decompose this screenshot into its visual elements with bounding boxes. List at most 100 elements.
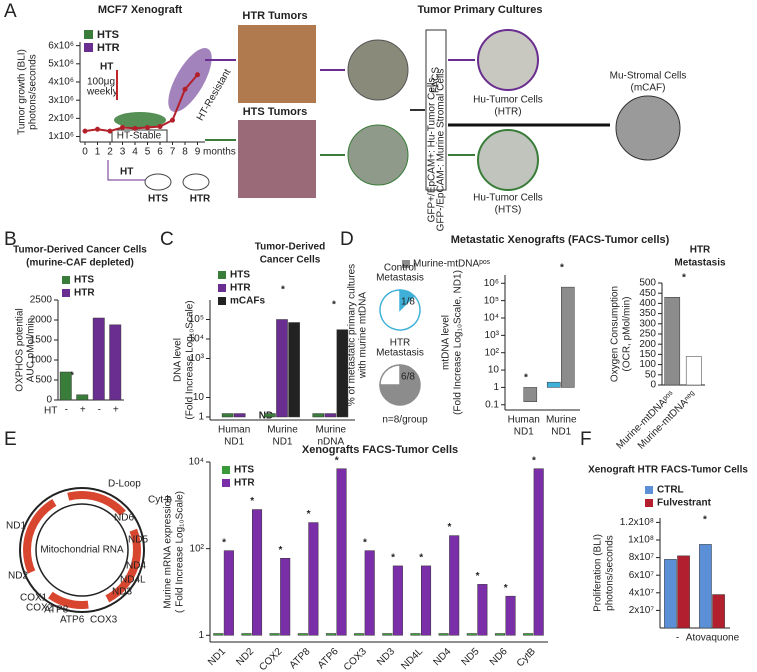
label: HT <box>100 62 113 73</box>
pie-label: 1/8 <box>401 297 415 308</box>
bar <box>421 565 432 636</box>
bar <box>677 555 690 629</box>
bar <box>324 413 337 418</box>
micrograph <box>615 95 681 161</box>
point <box>82 128 88 134</box>
y-tick-label: 10² <box>190 543 205 554</box>
x-tick-label: 5 <box>145 147 151 158</box>
annotation: * <box>476 571 480 582</box>
x-tick-label: COX3 <box>342 646 369 672</box>
legend-label: HTS <box>234 465 254 476</box>
annotation: * <box>335 455 339 466</box>
bar <box>280 558 291 636</box>
bar <box>276 319 288 418</box>
y-tick-label: 2000 <box>30 315 53 326</box>
pie-slice <box>379 364 401 386</box>
bar <box>288 322 300 418</box>
label: HTS Tumors <box>243 106 308 118</box>
legend-label: HTS <box>230 270 250 281</box>
x-tick-label: 3 <box>120 147 126 158</box>
y-tick-label: 1500 <box>30 335 53 346</box>
y-tick-label: 100 <box>639 359 656 370</box>
legend-label: HTR <box>230 283 251 294</box>
label: weekly <box>86 87 118 98</box>
x-tick-label: ND4 <box>431 646 453 668</box>
panel-letter: E <box>4 429 17 450</box>
x-tick-label: 0 <box>82 147 88 158</box>
annotation: * <box>281 285 285 296</box>
annotation: * <box>524 373 528 384</box>
label: Mu-Stromal Cells <box>610 71 687 82</box>
legend-swatch <box>645 486 653 494</box>
axis-label: % of metastatic primary cultures <box>347 264 358 406</box>
y-axis-label: DNA level <box>173 338 184 382</box>
y-tick-label: 350 <box>639 308 656 319</box>
bar <box>213 633 224 636</box>
point <box>95 126 100 132</box>
gene-label: ND4L <box>120 575 146 586</box>
chart-title: Metastasis <box>674 258 726 269</box>
y-tick-label: 6x10⁷ <box>629 570 655 581</box>
bar <box>312 413 325 418</box>
y-axis-label: (Fold Increase Log₁₀Scale, ND1) <box>453 270 464 415</box>
legend-swatch <box>218 271 226 279</box>
y-tick-label: 10⁶ <box>484 278 499 289</box>
label: HT <box>120 167 133 178</box>
panel-title: Xenografts FACS-Tumor Cells <box>302 444 458 456</box>
bar <box>308 522 319 636</box>
gene-label: ND2 <box>8 571 28 582</box>
label-box <box>425 29 447 191</box>
line <box>84 74 199 133</box>
y-tick-label: 400 <box>639 298 656 309</box>
y-tick-label: 500 <box>35 375 52 386</box>
gene-label: ND5 <box>128 535 148 546</box>
x-tick-label: + <box>80 405 86 416</box>
annotation: * <box>363 537 367 548</box>
gene-label: COX2 <box>26 603 54 614</box>
label: (mCAF) <box>631 83 666 94</box>
x-tick-label: ND4L <box>399 646 425 672</box>
legend-label: CTRL <box>657 485 684 496</box>
panel-letter: D <box>340 229 354 250</box>
y-axis-label: Tumor growth (BLI) <box>17 49 28 135</box>
x-axis-label: HT <box>44 406 57 417</box>
y-axis-label: (Fold Increase Log₁₀Scale) <box>185 300 196 419</box>
x-tick-label: ATP8 <box>288 646 313 671</box>
bar <box>438 633 449 636</box>
genome-ring <box>35 503 129 597</box>
point <box>170 117 175 123</box>
x-tick-label: - <box>676 633 679 644</box>
bar <box>546 381 561 388</box>
point <box>182 86 188 92</box>
annotation: * <box>504 583 508 594</box>
bar <box>109 324 122 401</box>
point <box>132 125 138 131</box>
y-tick-label: 10⁴ <box>189 457 204 468</box>
gene-label: Cyt-b <box>148 495 172 506</box>
bar <box>477 584 488 636</box>
bar <box>712 594 725 629</box>
y-tick-label: 450 <box>639 288 656 299</box>
legend-swatch <box>62 289 70 297</box>
annotation: * <box>307 509 311 520</box>
y-tick-label: 4x10⁶ <box>48 77 74 88</box>
annotation: * <box>250 496 254 507</box>
bar <box>523 633 534 636</box>
y-tick-label: 200 <box>639 339 656 350</box>
chart-title: HTR <box>690 245 711 256</box>
chart-title: Tumor-Derived <box>255 242 325 253</box>
bar <box>336 468 347 636</box>
bar <box>252 509 263 636</box>
y-tick-label: 10⁵ <box>189 314 204 325</box>
y-tick-label: 500 <box>639 278 656 289</box>
x-tick-label: 9 <box>195 147 201 158</box>
pie-slice <box>379 364 421 406</box>
point <box>195 72 200 78</box>
genome-ring <box>23 491 141 609</box>
label: Hu-Tumor Cells <box>473 95 543 106</box>
legend-swatch <box>62 276 70 284</box>
x-tick-label: + <box>113 405 119 416</box>
y-tick-label: 50 <box>645 369 657 380</box>
y-axis-label: Proliferation (BLI) <box>593 534 604 612</box>
y-tick-label: 10³ <box>485 330 500 341</box>
